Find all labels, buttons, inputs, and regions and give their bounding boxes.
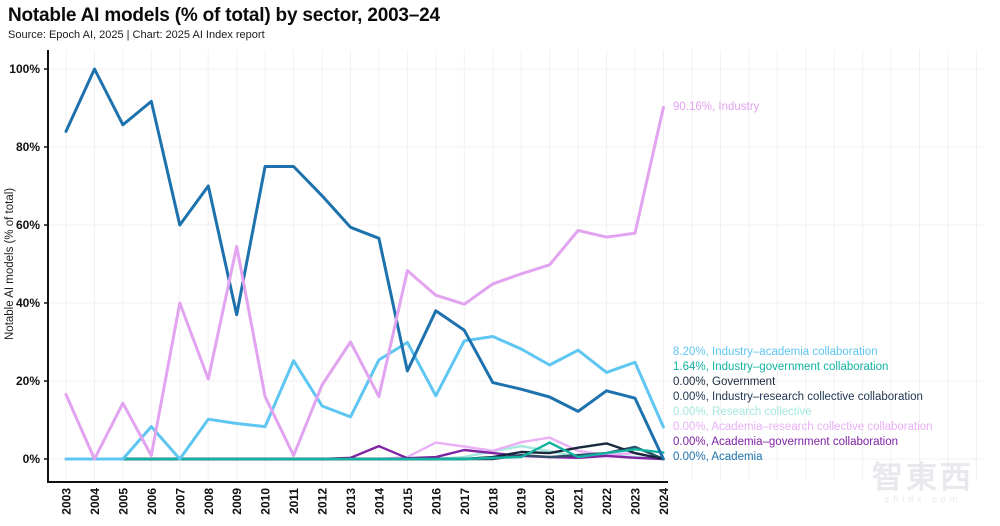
series-line-academia <box>64 67 665 461</box>
x-tick-label: 2007 <box>173 488 187 515</box>
x-tick-label: 2016 <box>429 488 443 515</box>
x-tick-label: 2009 <box>230 488 244 515</box>
x-tick-label: 2018 <box>486 488 500 515</box>
x-tick-label: 2024 <box>657 488 671 515</box>
series-end-label: 0.00%, Research collective <box>673 406 812 418</box>
y-tick-label: 100% <box>9 62 40 76</box>
x-tick-label: 2006 <box>145 488 159 515</box>
x-tick-label: 2011 <box>287 488 301 514</box>
x-tick-label: 2013 <box>344 488 358 515</box>
x-tick-label: 2015 <box>401 488 415 515</box>
y-tick-label: 40% <box>16 296 40 310</box>
x-tick-label: 2004 <box>88 488 102 515</box>
series-line-industry-academia-collaboration <box>64 335 665 461</box>
x-tick-label: 2008 <box>202 488 216 515</box>
y-tick-label: 60% <box>16 218 40 232</box>
x-tick-label: 2022 <box>600 488 614 515</box>
x-tick-label: 2014 <box>372 488 386 515</box>
series-end-label: 1.64%, Industry–government collaboration <box>673 361 889 373</box>
series-end-label: 0.00%, Academia–government collaboration <box>673 436 899 448</box>
x-tick-label: 2010 <box>259 488 273 515</box>
series-end-label: 90.16%, Industry <box>673 101 760 113</box>
x-tick-label: 2005 <box>116 488 130 515</box>
series-end-label: 0.00%, Academia–research collective coll… <box>673 421 933 433</box>
series-end-label: 0.00%, Industry–research collective coll… <box>673 391 923 403</box>
x-tick-label: 2023 <box>629 488 643 515</box>
x-tick-label: 2020 <box>543 488 557 515</box>
page-title: Notable AI models (% of total) by sector… <box>8 5 440 26</box>
series-end-label: 8.20%, Industry–academia collaboration <box>673 346 878 358</box>
series-end-label: 0.00%, Government <box>673 376 776 388</box>
x-tick-label: 2017 <box>458 488 472 515</box>
chart-source: Source: Epoch AI, 2025 | Chart: 2025 AI … <box>8 29 265 41</box>
series-end-label: 0.00%, Academia <box>673 451 763 463</box>
x-tick-label: 2012 <box>316 488 330 515</box>
series-line-industry-government-collaboration <box>64 441 665 461</box>
x-tick-label: 2003 <box>60 488 74 515</box>
x-tick-label: 2019 <box>515 488 529 515</box>
y-tick-label: 20% <box>16 374 40 388</box>
x-tick-label: 2021 <box>572 488 586 515</box>
y-tick-label: 0% <box>23 452 41 466</box>
series-line-industry <box>64 105 665 461</box>
y-tick-label: 80% <box>16 140 40 154</box>
